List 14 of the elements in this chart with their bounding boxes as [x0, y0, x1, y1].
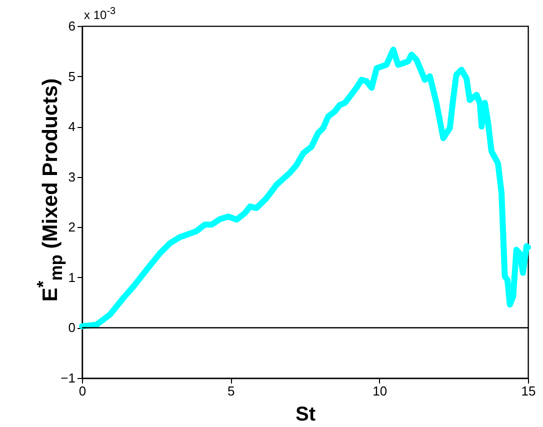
y-tick-label: −1 [60, 370, 76, 386]
y-tick-label: 3 [68, 169, 76, 184]
y-tick-label: 2 [68, 220, 76, 235]
x-tick-label: 0 [78, 384, 86, 398]
y-tick-label: 1 [68, 270, 76, 285]
y-tick-label: 4 [68, 119, 76, 134]
x-axis-title: St [296, 404, 316, 426]
x-tick-label: 5 [228, 384, 235, 398]
y-tick-label: 0 [68, 320, 76, 336]
y-tick-label: 5 [68, 68, 76, 84]
text: x 10$^{-3}$ [84, 6, 116, 22]
x-tick-label: 15 [521, 384, 536, 398]
y-tick-label: 6 [68, 18, 76, 34]
x-tick-label: 10 [372, 384, 388, 398]
